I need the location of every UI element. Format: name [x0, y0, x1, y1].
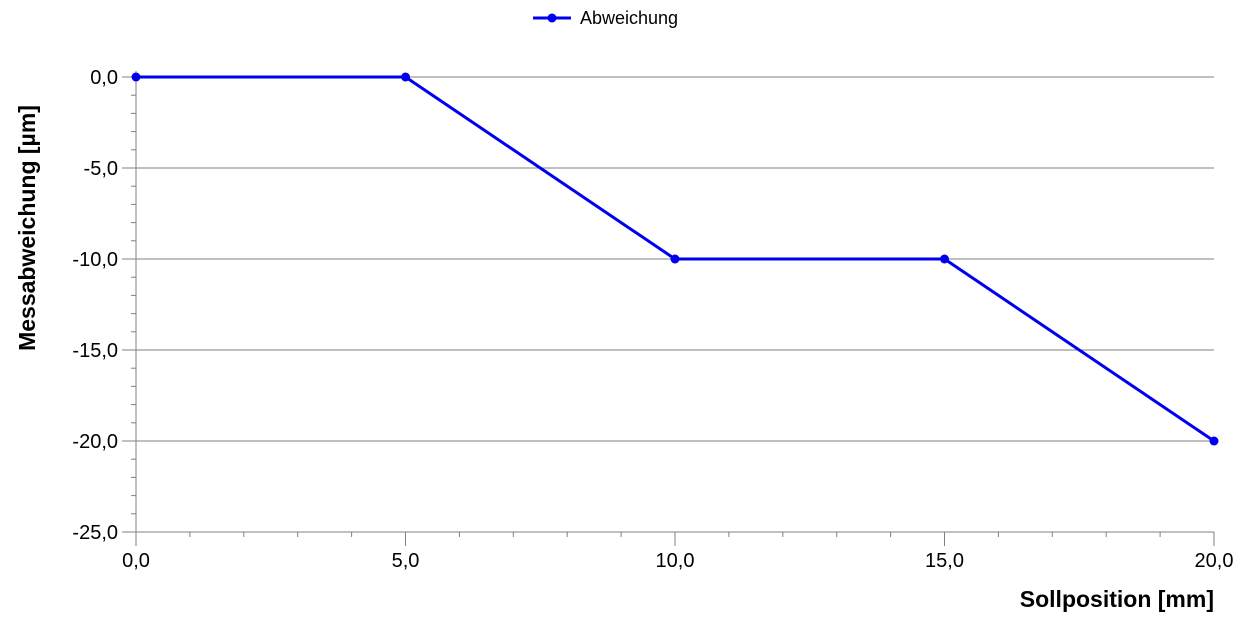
y-tick-label: -20,0 — [72, 431, 118, 453]
legend: Abweichung — [533, 8, 678, 28]
data-point — [401, 72, 410, 82]
axes — [135, 71, 1214, 533]
legend-label: Abweichung — [580, 8, 678, 28]
x-tick-label: 10,0 — [656, 550, 695, 572]
y-axis-title: Messabweichung [µm] — [14, 105, 40, 351]
data-point — [1209, 436, 1219, 446]
legend-marker — [547, 13, 557, 23]
x-tick-label: 0,0 — [122, 550, 150, 572]
y-tick-label: 0,0 — [90, 67, 118, 89]
series — [131, 72, 1219, 446]
y-tick-label: -10,0 — [72, 249, 118, 271]
x-tick-label: 5,0 — [392, 550, 420, 572]
x-tick-label: 15,0 — [925, 550, 964, 572]
data-point — [131, 72, 141, 82]
x-axis-title: Sollposition [mm] — [1020, 586, 1214, 612]
data-point — [940, 254, 949, 264]
y-tick-label: -5,0 — [84, 158, 118, 180]
ticks: 0,0-5,0-10,0-15,0-20,0-25,00,0 5,0 10,0 15,… — [72, 67, 1233, 572]
y-tick-label: -15,0 — [72, 340, 118, 362]
data-point — [670, 254, 680, 264]
x-tick-label: 20,0 — [1195, 550, 1234, 572]
y-tick-label: -25,0 — [72, 522, 118, 544]
